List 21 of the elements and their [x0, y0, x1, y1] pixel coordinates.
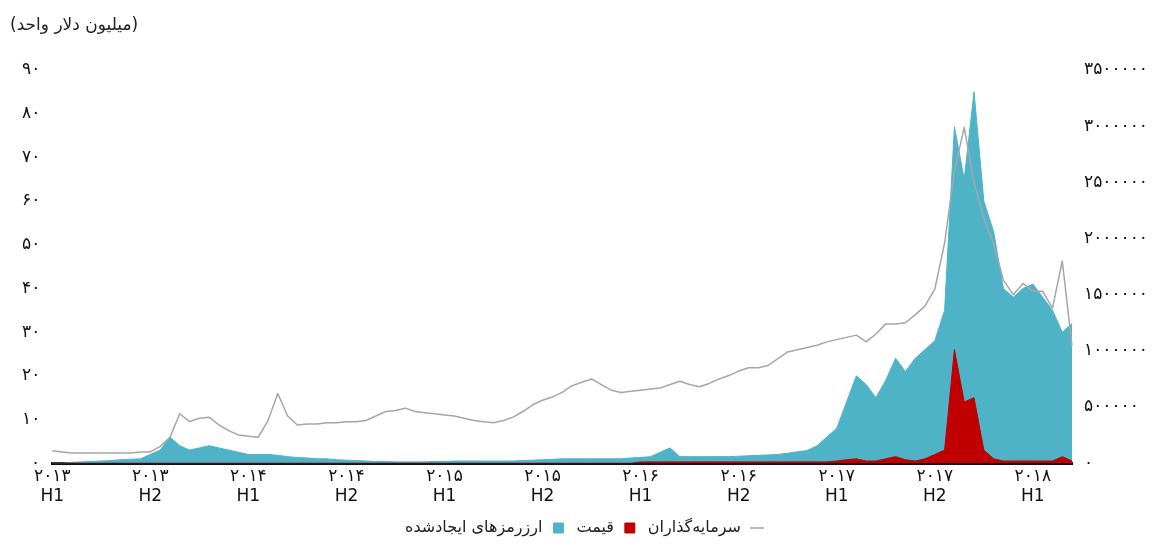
y2-tick-label: ۰: [1084, 451, 1094, 472]
y-tick-label: ۲۰: [22, 364, 41, 385]
legend-label: ارزرمزهای ایجادشده: [405, 517, 543, 538]
y-tick-label: ۹۰: [22, 58, 41, 79]
y2-tick-label: ۱۰۰۰۰۰۰: [1084, 339, 1149, 360]
y-tick-label: ۶۰: [22, 189, 41, 210]
y-tick-label: ۴۰: [22, 276, 41, 297]
legend-label: سرمایه‌گذاران: [647, 517, 741, 538]
y-tick-label: ۵۰: [22, 233, 41, 254]
y2-tick-label: ۱۵۰۰۰۰۰: [1084, 283, 1149, 304]
y-tick-label: ۷۰: [22, 145, 41, 166]
legend-label: قیمت: [576, 517, 614, 537]
y-tick-label: ۳۰: [22, 320, 41, 341]
y-tick-label: ۱۰: [22, 407, 41, 428]
y-tick-label: ۸۰: [22, 102, 41, 123]
y2-tick-label: ۲۰۰۰۰۰۰: [1084, 226, 1149, 247]
y-axis-title: (میلیون دلار واحد): [10, 14, 139, 34]
y2-tick-label: ۲۵۰۰۰۰۰: [1084, 170, 1149, 191]
y2-tick-label: ۵۰۰۰۰۰: [1084, 395, 1139, 416]
y2-tick-label: ۳۵۰۰۰۰۰: [1084, 58, 1149, 79]
y2-tick-label: ۳۰۰۰۰۰۰: [1084, 114, 1149, 135]
